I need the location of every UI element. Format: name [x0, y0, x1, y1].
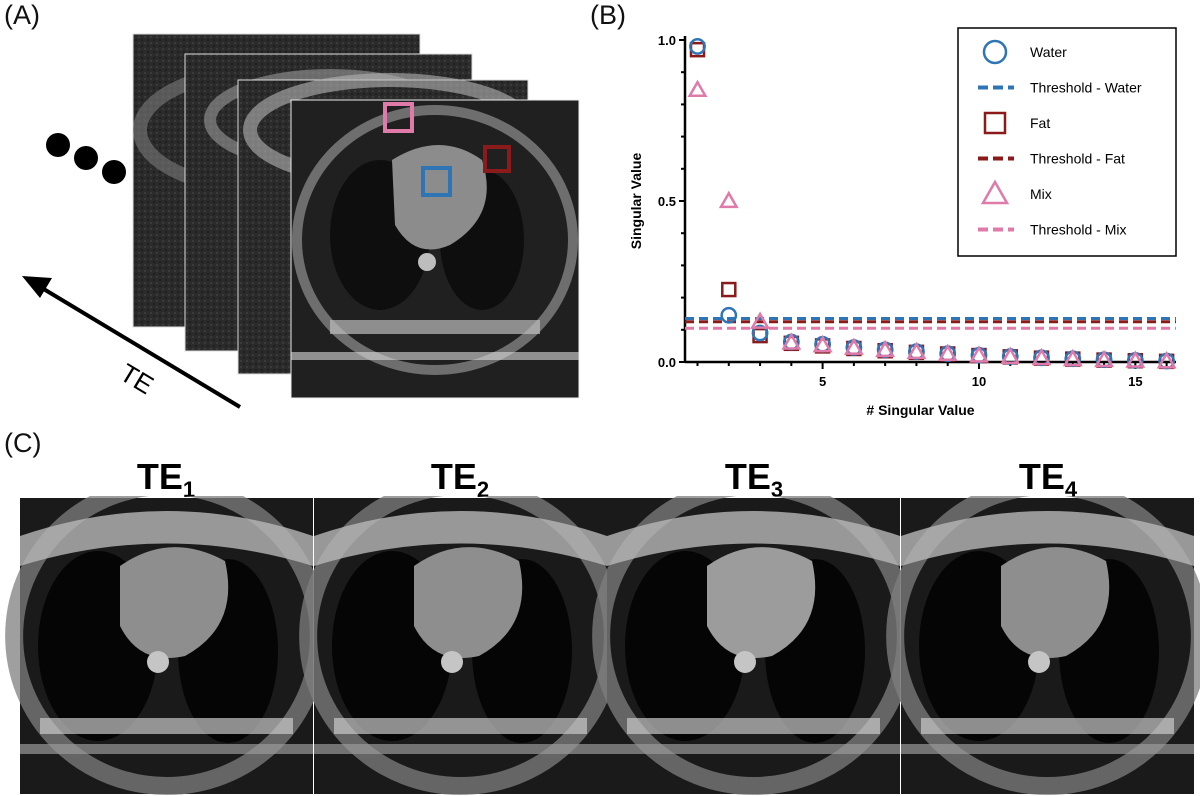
data-point-mix — [906, 341, 927, 360]
y-axis-label: Singular Value — [628, 153, 644, 250]
roi-box-water — [421, 166, 452, 197]
data-point-mix — [781, 332, 802, 350]
legend-marker-fat — [983, 111, 1007, 135]
legend-label: Fat — [1030, 115, 1050, 131]
data-point-mix — [1156, 351, 1177, 369]
mri-back-band — [330, 320, 540, 334]
data-point-mix — [812, 334, 833, 353]
te-image-4 — [886, 496, 1200, 795]
singular-value-chart: 0.0 0.5 1.0 5 10 15 # Singular Value Singular V… — [628, 27, 1177, 418]
roi-box-mix — [383, 102, 414, 133]
data-point-mix — [1000, 346, 1021, 364]
data-point-mix — [937, 343, 958, 362]
mri-table-band — [291, 352, 579, 360]
te1-title: TE1 — [136, 456, 196, 502]
te-arrow-label: TE — [115, 357, 159, 400]
data-point-mix — [687, 79, 708, 98]
data-point-mix — [1125, 350, 1146, 368]
data-point-mix — [1094, 349, 1115, 368]
panel-c-label: (C) — [4, 428, 42, 458]
data-point-mix — [718, 190, 739, 209]
data-point-mix — [1062, 348, 1083, 367]
te-image-3 — [592, 496, 915, 795]
panel-c-te-images — [5, 496, 1200, 795]
te-arrow-head — [22, 276, 52, 298]
te-image-1 — [5, 496, 328, 795]
legend-label: Water — [1030, 44, 1067, 60]
data-point-mix — [843, 337, 864, 355]
panel-b-label: (B) — [590, 0, 626, 30]
legend-marker-mix — [980, 179, 1010, 205]
te-image-2 — [299, 496, 622, 795]
legend-label: Threshold - Mix — [1030, 222, 1126, 238]
chart-points — [687, 38, 1177, 370]
data-point-water — [689, 38, 706, 55]
data-point-water — [720, 306, 738, 324]
data-point-water — [751, 324, 769, 342]
ellipsis-dot-2 — [74, 146, 98, 170]
x-tick-label: 15 — [1128, 374, 1142, 389]
chart-legend: Water Threshold - Water Fat Threshold - Fat… — [957, 27, 1177, 257]
data-point-mix — [1031, 347, 1052, 366]
mri-aorta — [418, 253, 436, 271]
legend-marker-water — [982, 39, 1008, 65]
x-axis-label: # Singular Value — [866, 402, 974, 418]
data-point-fat — [721, 281, 737, 298]
panel-a-stack-illustration: TE — [22, 33, 580, 409]
data-point-mix — [969, 345, 989, 363]
mri-body-outline — [292, 105, 578, 375]
ellipsis-dot-1 — [46, 133, 70, 157]
ellipsis-dot-3 — [102, 160, 126, 184]
y-tick-label: 0.0 — [658, 355, 676, 370]
mri-heart — [392, 145, 487, 250]
y-tick-label: 0.5 — [658, 194, 676, 209]
data-point-mix — [875, 339, 896, 358]
x-tick-label: 10 — [972, 374, 986, 389]
te-arrow-line — [40, 286, 242, 409]
legend-label: Threshold - Water — [1030, 80, 1142, 96]
legend-label: Mix — [1030, 186, 1052, 202]
y-tick-label: 1.0 — [658, 33, 676, 48]
panel-a-label: (A) — [4, 0, 40, 30]
legend-label: Threshold - Fat — [1030, 151, 1125, 167]
data-point-mix — [750, 311, 771, 329]
chart-threshold-lines — [685, 317, 1176, 330]
legend-box — [957, 27, 1177, 257]
roi-box-fat — [483, 145, 511, 173]
chart-axes: 0.0 0.5 1.0 5 10 15 # Singular Value Singular V… — [628, 33, 1176, 418]
te4-title: TE4 — [1018, 456, 1078, 502]
x-tick-label: 5 — [819, 374, 826, 389]
